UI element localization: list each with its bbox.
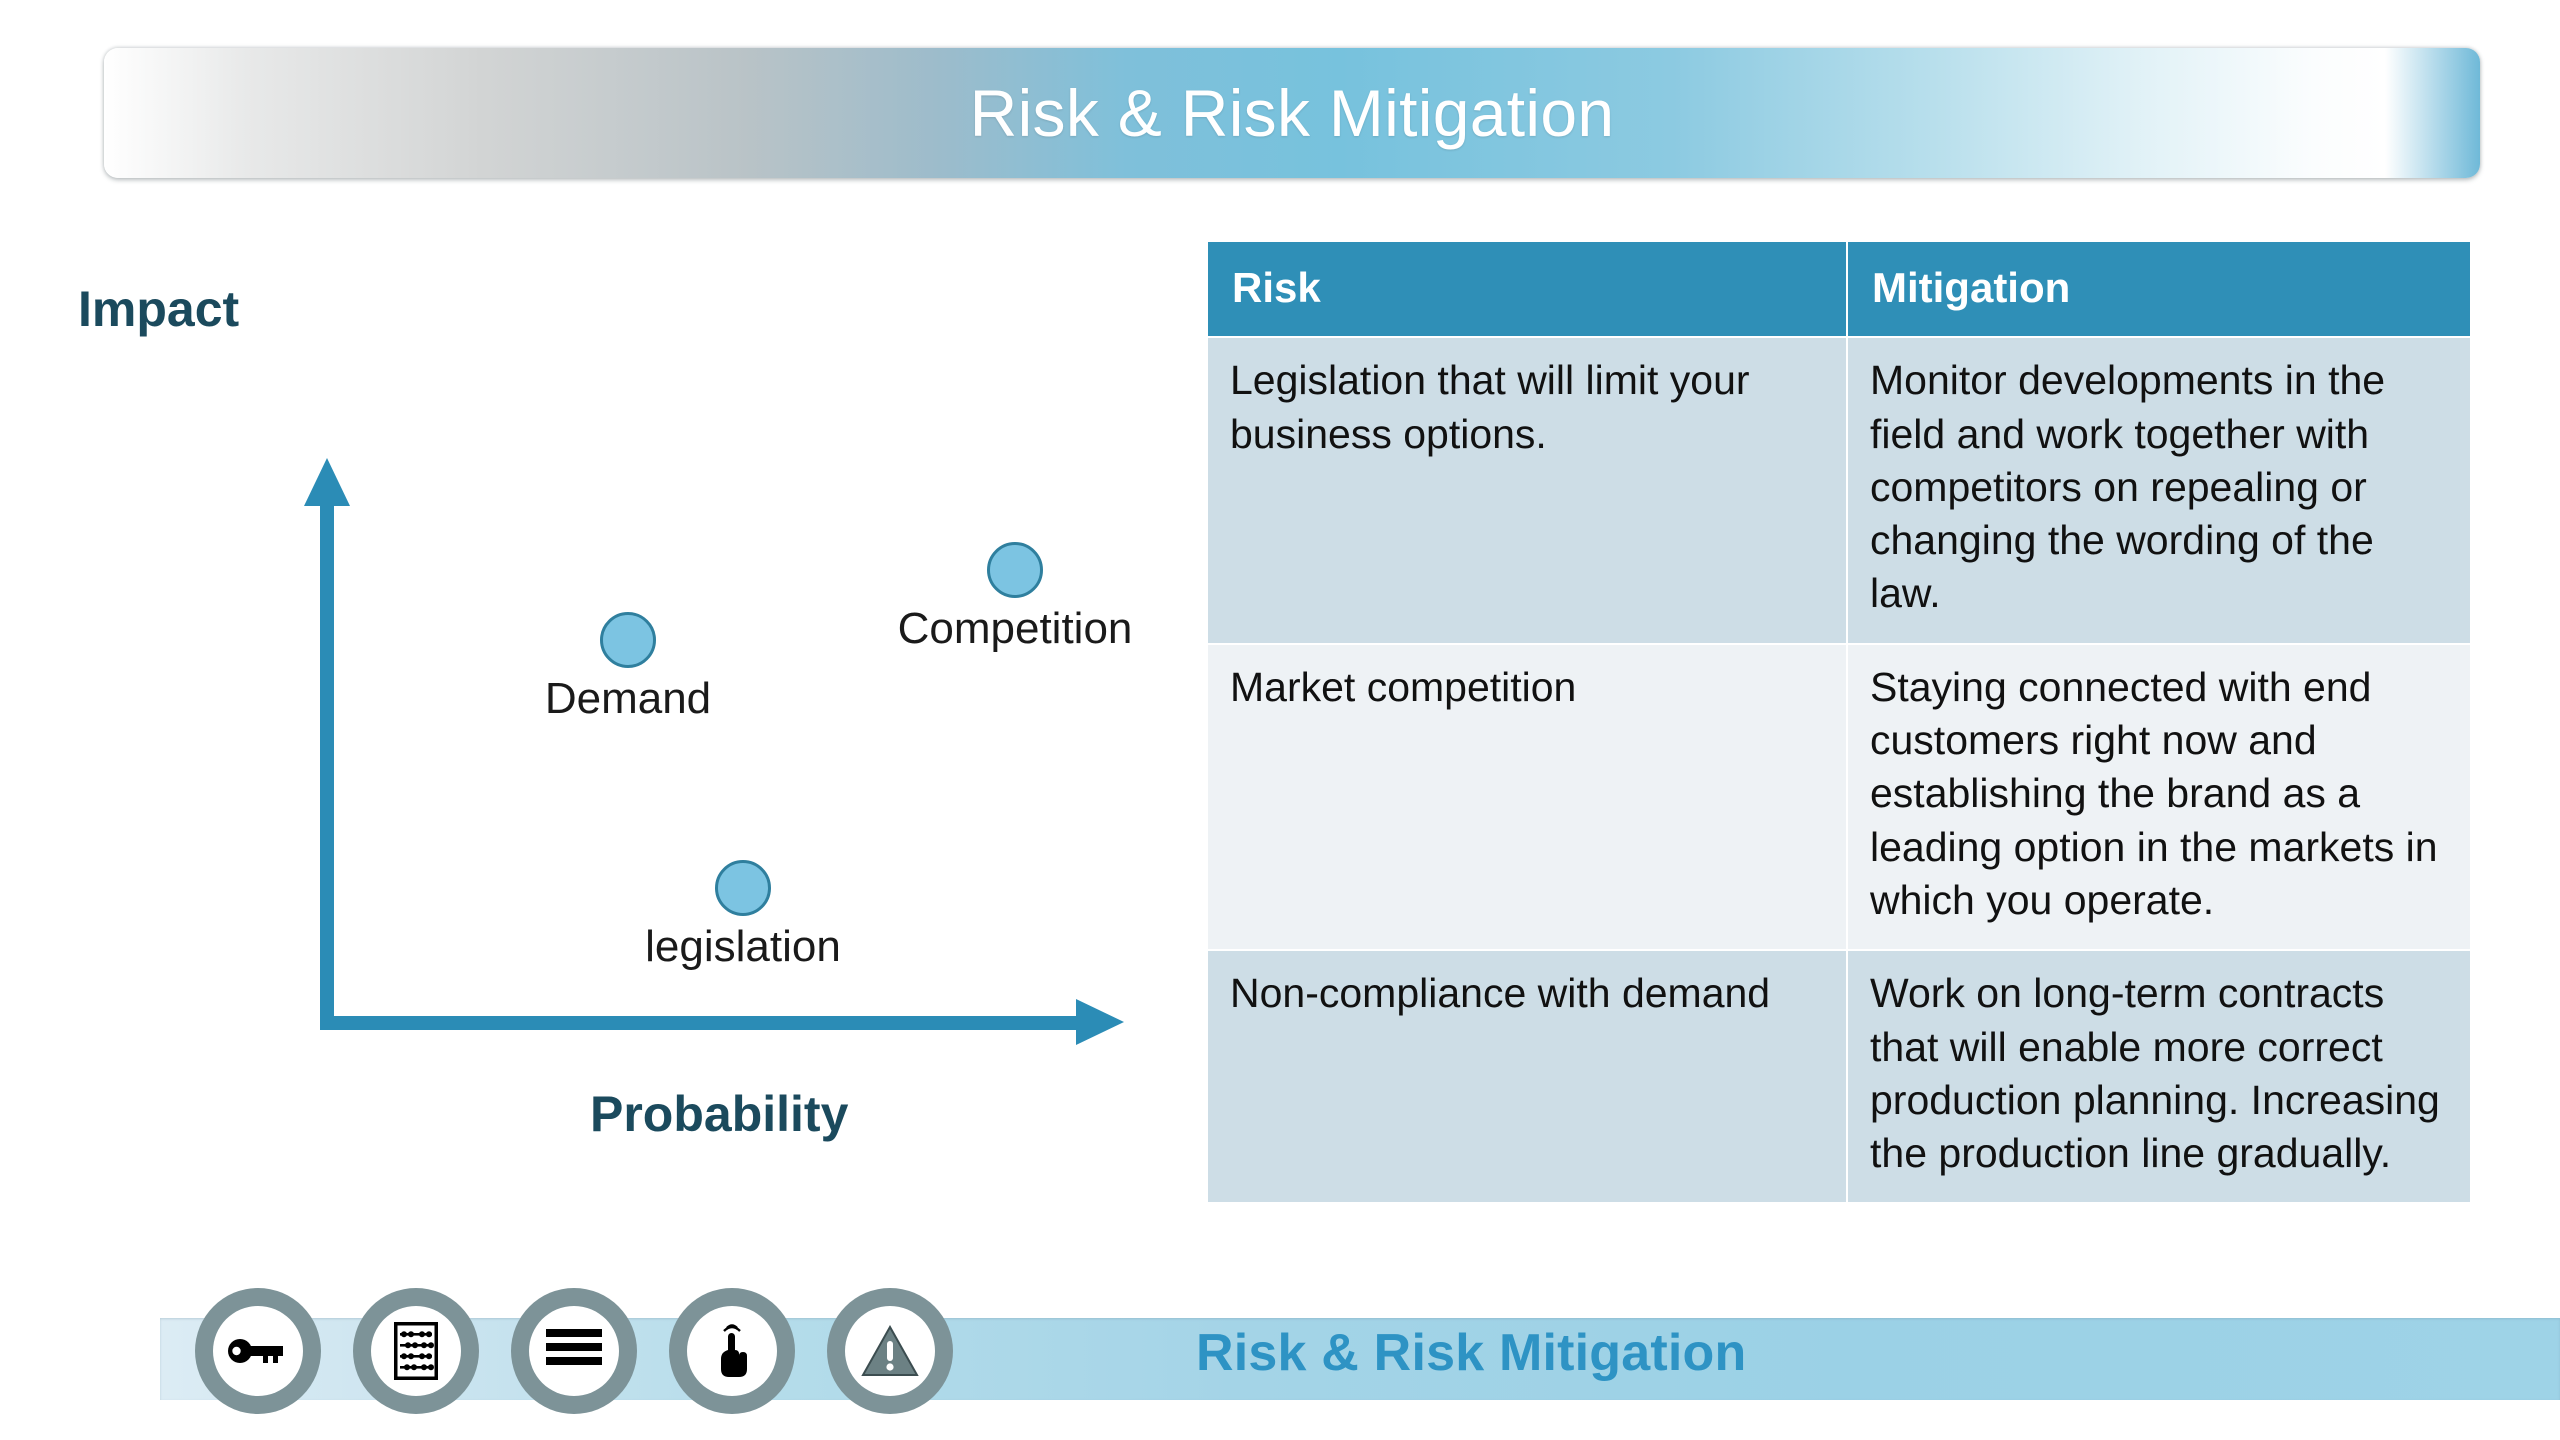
cell-mitigation: Staying connected with end customers rig… [1846,642,2472,952]
data-point-label: Demand [544,674,712,723]
table-row: Legislation that will limit your busines… [1206,336,2472,645]
y-axis-arrowhead-icon [304,458,350,506]
bubble-marker [715,860,771,916]
risk-mitigation-table: Risk Mitigation Legislation that will li… [1206,239,2472,1205]
warning-triangle-icon [845,1306,935,1396]
risk-matrix-chart: Impact Probability Demand Competition le… [60,260,1190,1220]
footer-icon-strip [195,1288,953,1414]
abacus-icon-button[interactable] [353,1288,479,1414]
cell-risk: Market competition [1206,642,1848,952]
cell-mitigation: Monitor developments in the field and wo… [1846,336,2472,645]
pointing-hand-icon-button[interactable] [669,1288,795,1414]
chart-x-axis-label: Probability [590,1086,849,1142]
table-header-row: Risk Mitigation [1206,239,2472,339]
cell-risk: Legislation that will limit your busines… [1206,336,1848,645]
column-header-mitigation: Mitigation [1846,239,2472,339]
stripes-icon [529,1306,619,1396]
chart-y-axis-label: Impact [78,281,240,337]
key-icon [213,1306,303,1396]
data-point-demand[interactable]: Demand [545,612,711,723]
table-row: Non-compliance with demand Work on long-… [1206,949,2472,1205]
cell-risk: Non-compliance with demand [1206,949,1848,1205]
warning-triangle-icon-button[interactable] [827,1288,953,1414]
footer-title: Risk & Risk Mitigation [1196,1324,1747,1382]
stripes-icon-button[interactable] [511,1288,637,1414]
x-axis-line [320,1016,1090,1030]
table-row: Market competition Staying connected wit… [1206,642,2472,952]
page-title: Risk & Risk Mitigation [969,76,1615,150]
bubble-marker [600,612,656,668]
data-point-competition[interactable]: Competition [898,542,1132,653]
cell-mitigation: Work on long-term contracts that will en… [1846,949,2472,1205]
bubble-marker [987,542,1043,598]
data-point-label: Competition [897,604,1133,653]
data-point-label: legislation [645,922,841,971]
key-icon-button[interactable] [195,1288,321,1414]
header-banner: Risk & Risk Mitigation [104,48,2480,178]
chart-plot-area: Demand Competition legislation [210,450,1180,1070]
abacus-icon [371,1306,461,1396]
data-point-legislation[interactable]: legislation [645,860,841,971]
x-axis-arrowhead-icon [1076,999,1124,1045]
pointing-hand-icon [687,1306,777,1396]
y-axis-line [320,502,334,1030]
column-header-risk: Risk [1206,239,1848,339]
